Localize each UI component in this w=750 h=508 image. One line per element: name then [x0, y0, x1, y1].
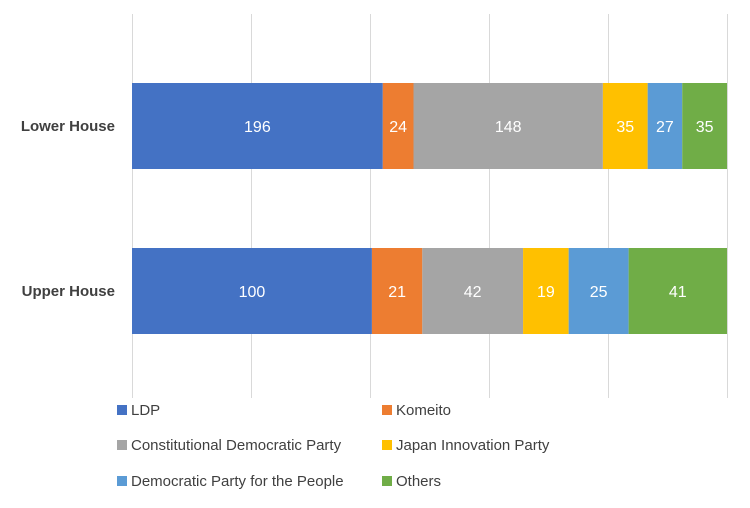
legend-swatch [382, 476, 392, 486]
data-label: 100 [239, 284, 266, 301]
legend: LDP Komeito Constitutional Democratic Part… [117, 402, 550, 490]
data-label: 21 [388, 284, 406, 301]
category-label: Upper House [22, 283, 115, 300]
legend-label: Democratic Party for the People [131, 473, 344, 490]
legend-swatch [382, 405, 392, 415]
bar-segment [628, 248, 727, 334]
data-label: 27 [656, 119, 674, 136]
category-label: Lower House [21, 118, 115, 135]
legend-label: Others [396, 473, 441, 490]
data-label: 25 [590, 284, 608, 301]
bar-segment [413, 83, 603, 169]
legend-swatch [117, 440, 127, 450]
legend-label: Komeito [396, 402, 451, 419]
data-label: 148 [495, 119, 522, 136]
bar-segment [682, 83, 727, 169]
legend-label: LDP [131, 402, 160, 419]
bar-segment [602, 83, 648, 169]
data-label: 35 [616, 119, 634, 136]
data-label: 19 [537, 284, 555, 301]
data-label: 24 [389, 119, 407, 136]
legend-swatch [117, 476, 127, 486]
category-axis: Upper House Lower House [21, 118, 115, 300]
bar-segment [132, 248, 372, 334]
legend-label: Japan Innovation Party [396, 437, 550, 454]
bar-segment [647, 83, 683, 169]
bar-segment [568, 248, 629, 334]
data-label: 35 [696, 119, 714, 136]
bar-segment [523, 248, 569, 334]
legend-swatch [117, 405, 127, 415]
bar-segment [132, 83, 383, 169]
legend-label: Constitutional Democratic Party [131, 437, 342, 454]
legend-swatch [382, 440, 392, 450]
bar-segment [422, 248, 524, 334]
bar-segment [371, 248, 423, 334]
data-label: 41 [669, 284, 687, 301]
data-label: 196 [244, 119, 271, 136]
bar-segment [382, 83, 414, 169]
gridlines [132, 14, 728, 398]
data-label: 42 [464, 284, 482, 301]
bars: 100 21 42 19 25 41 196 24 148 35 27 35 [132, 83, 727, 334]
